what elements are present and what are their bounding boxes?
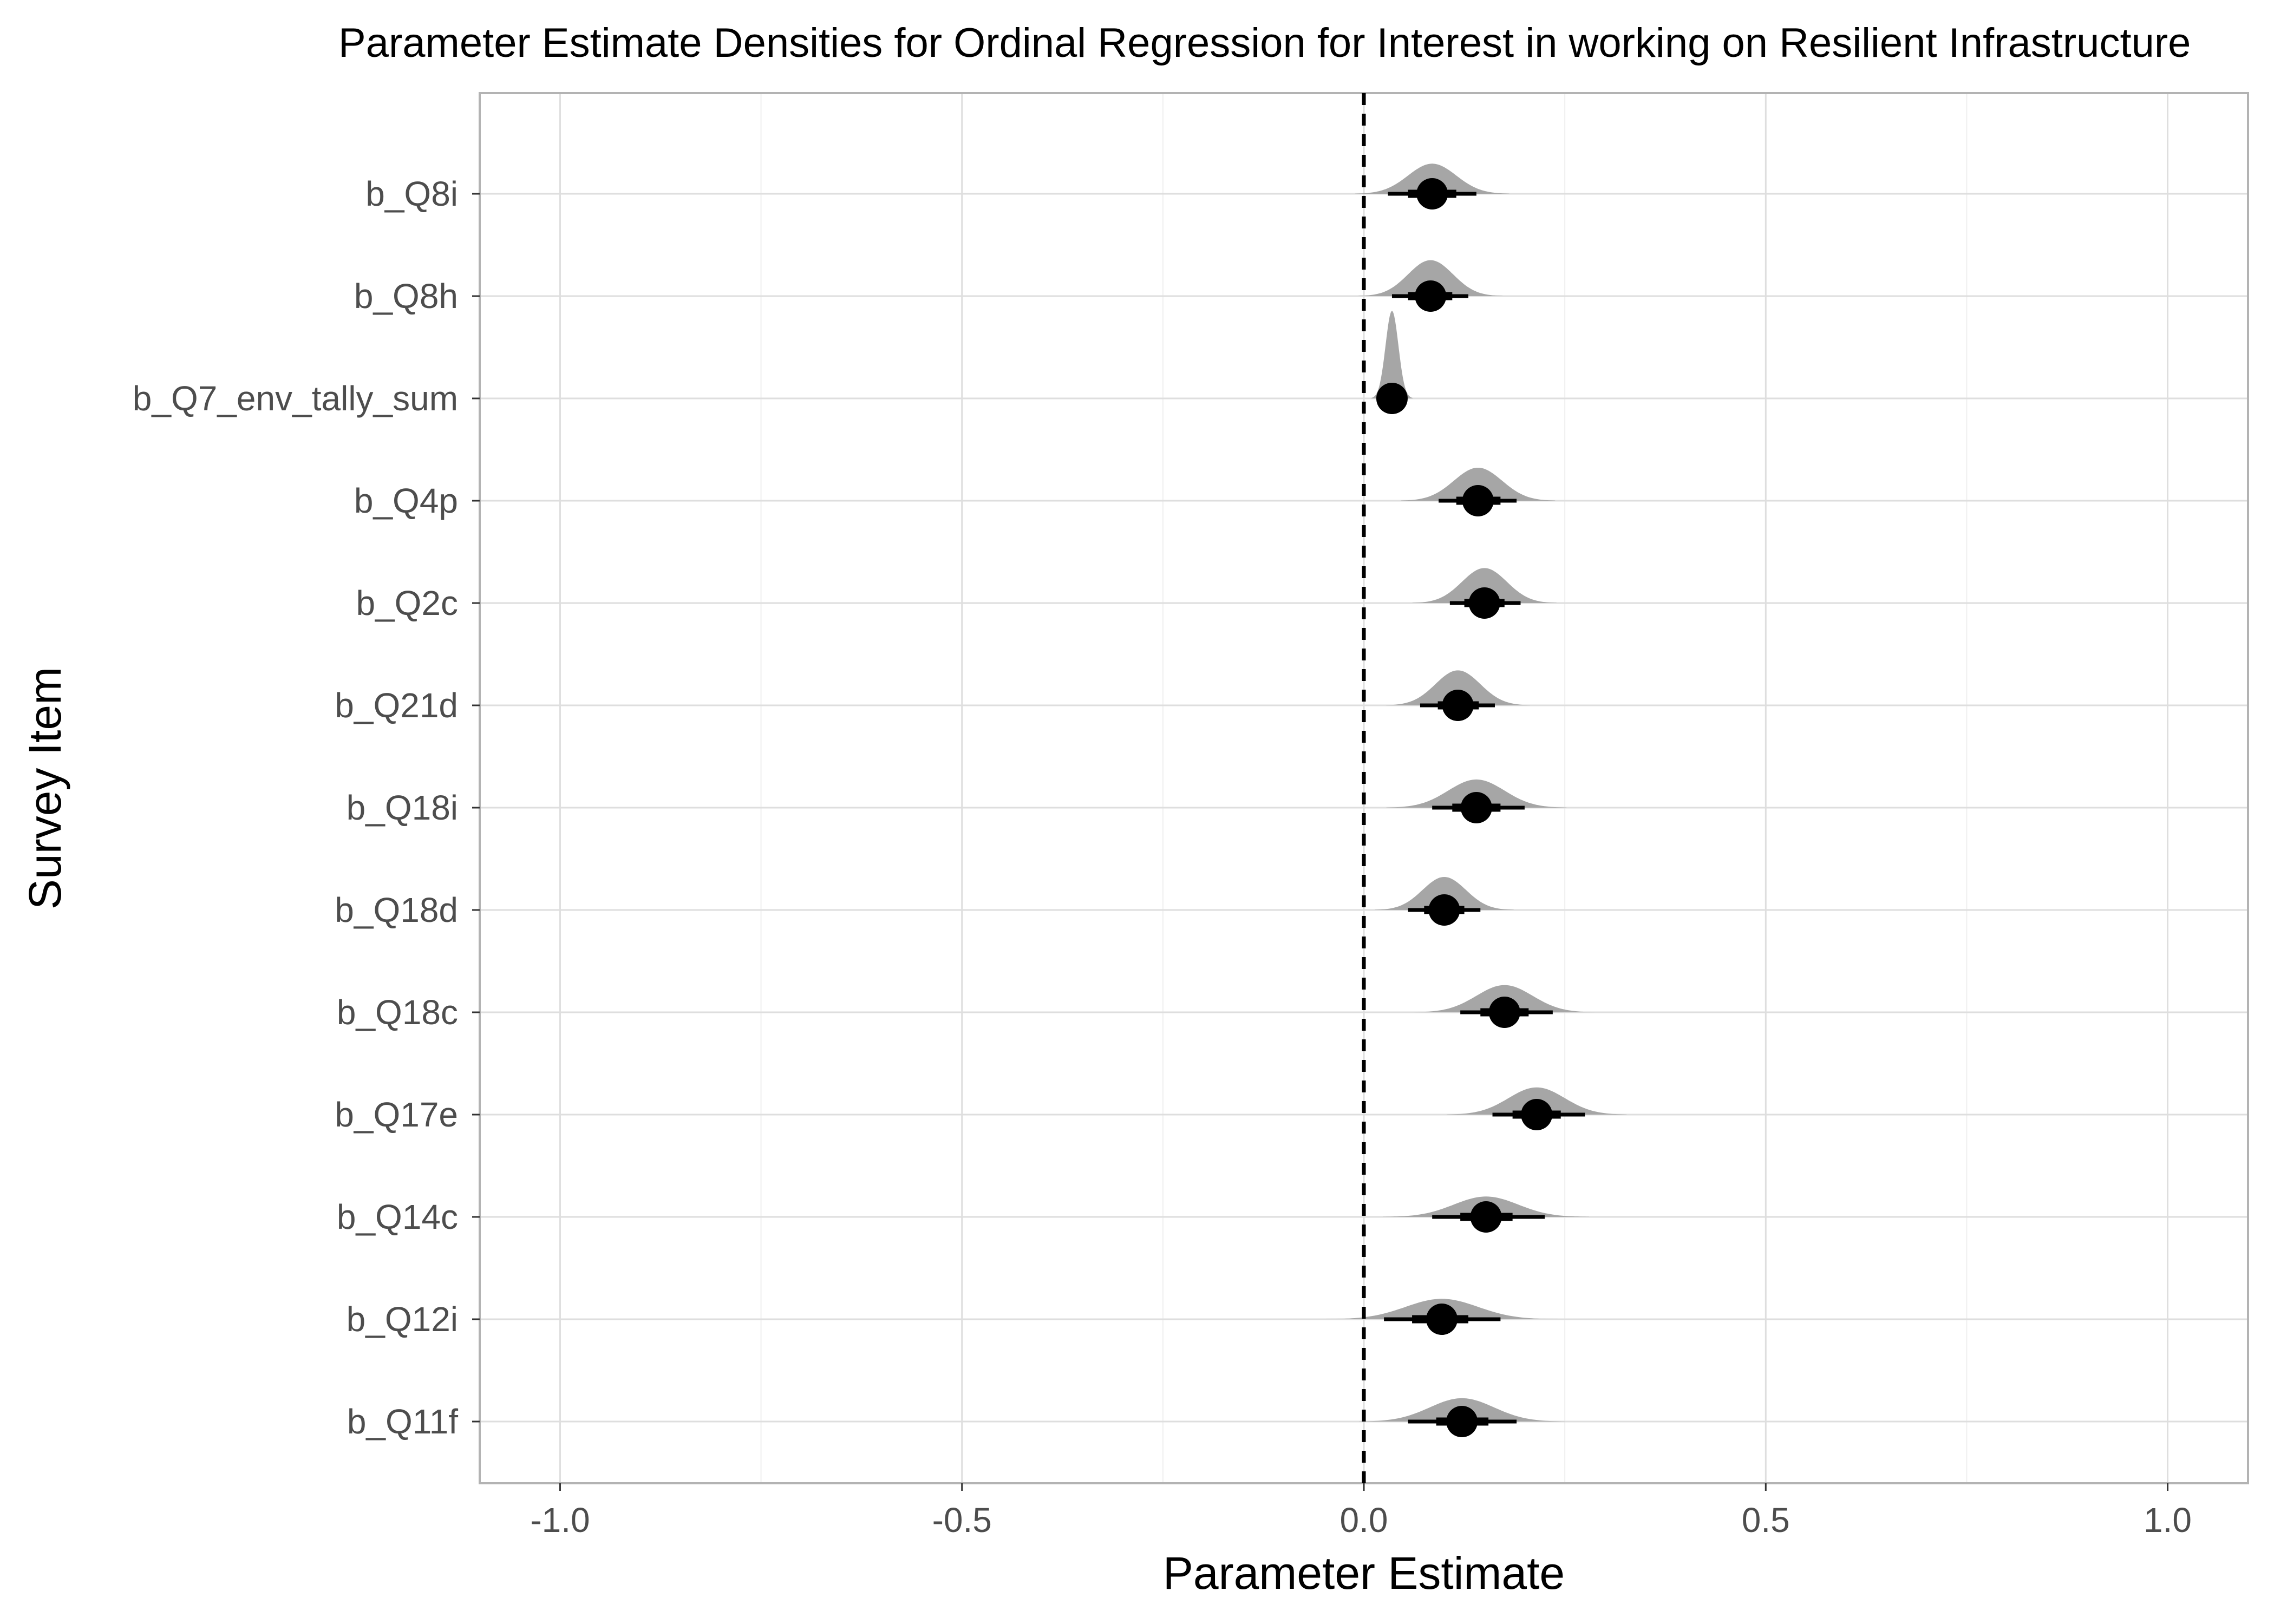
y-tick-label: b_Q7_env_tally_sum [133,379,458,418]
y-tick-label: b_Q14c [337,1197,458,1236]
point-b_Q7_env_tally_sum [1376,383,1408,414]
point-b_Q18c [1488,997,1520,1028]
density-b_Q21d [1386,670,1530,705]
x-tick-label: -1.0 [530,1501,590,1540]
point-b_Q12i [1426,1304,1458,1335]
point-b_Q17e [1521,1099,1553,1130]
y-tick-label: b_Q11f [347,1402,458,1441]
x-tick-label: 0.0 [1340,1501,1388,1540]
point-b_Q4p [1462,485,1494,516]
y-tick-label: b_Q21d [335,686,458,725]
density-b_Q8h [1358,260,1503,296]
y-axis-title: Survey Item [19,667,70,909]
point-b_Q18i [1460,792,1492,823]
point-b_Q18d [1428,894,1460,926]
point-b_Q21d [1442,690,1474,721]
y-tick-label: b_Q12i [347,1300,458,1339]
chart-title: Parameter Estimate Densities for Ordinal… [338,20,2191,66]
y-tick-label: b_Q17e [335,1095,458,1134]
y-tick-label: b_Q8h [354,277,458,316]
x-tick-label: -0.5 [932,1501,992,1540]
point-b_Q2c [1468,587,1500,619]
y-tick-label: b_Q18i [347,788,458,827]
x-axis-title: Parameter Estimate [1163,1548,1565,1599]
density-b_Q2c [1412,568,1557,603]
y-axis: b_Q8i b_Q8h b_Q7_env_tally_sum b_Q4p b_Q2c b_… [133,174,480,1441]
density-b_Q4p [1401,468,1556,501]
point-b_Q14c [1470,1201,1502,1233]
point-b_Q8i [1416,178,1448,209]
y-tick-label: b_Q4p [354,481,458,520]
density-b_Q7_env_tally_sum [1371,311,1413,398]
interval-layer [1376,178,1585,1437]
y-tick-label: b_Q18c [337,993,458,1032]
point-b_Q11f [1446,1406,1478,1437]
y-tick-label: b_Q8i [365,174,458,213]
x-tick-label: 1.0 [2144,1501,2192,1540]
y-tick-label: b_Q2c [356,584,458,623]
x-axis: -1.0 -0.5 0.0 0.5 1.0 [530,1483,2192,1540]
grid [480,93,2248,1483]
density-b_Q18d [1375,877,1514,910]
y-tick-label: b_Q18d [335,890,458,929]
point-b_Q8h [1415,280,1447,312]
x-tick-label: 0.5 [1742,1501,1790,1540]
